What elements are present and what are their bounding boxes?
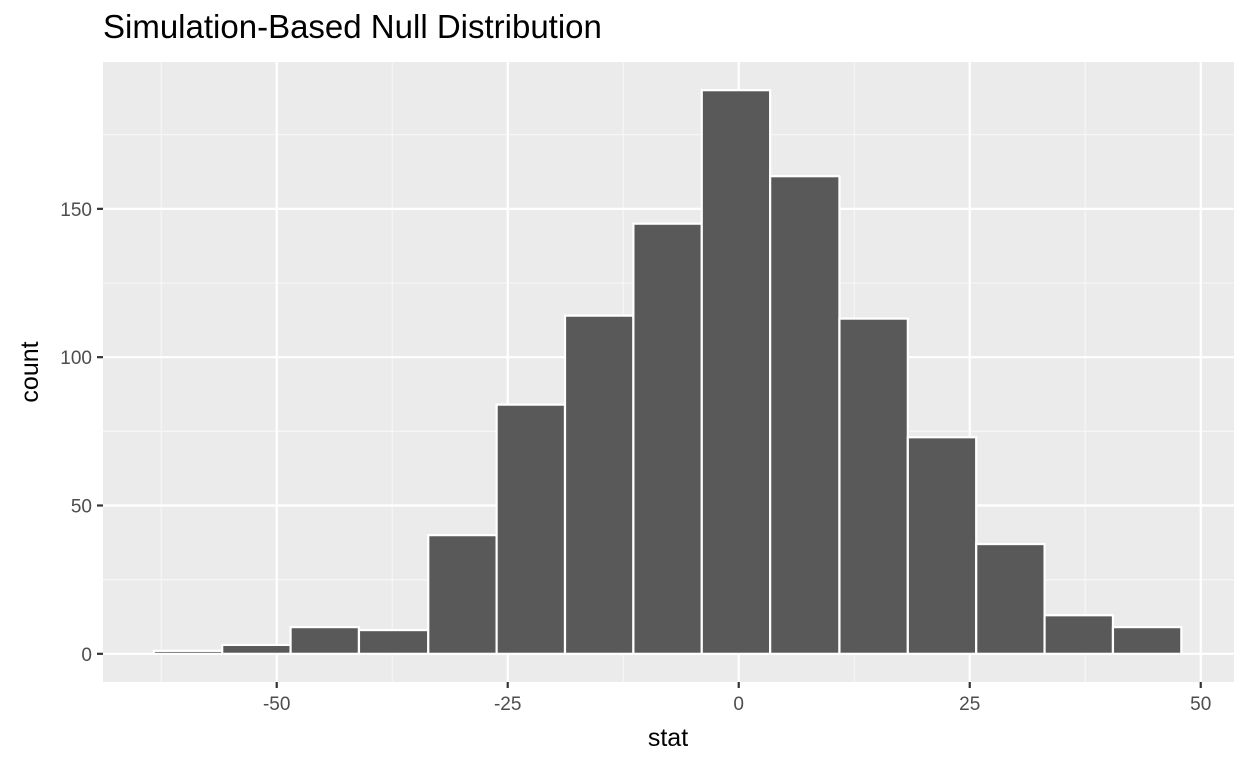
histogram-bar bbox=[495, 403, 567, 655]
y-tick-label: 100 bbox=[60, 348, 92, 369]
y-axis-title: count bbox=[16, 341, 44, 402]
y-tick-label: 150 bbox=[60, 200, 92, 221]
histogram-bar bbox=[427, 534, 498, 655]
histogram-bar bbox=[632, 222, 703, 655]
x-axis: -50 -25 0 25 50 bbox=[263, 682, 1211, 715]
histogram-bar bbox=[838, 317, 909, 655]
histogram-bar bbox=[357, 628, 430, 655]
histogram-bar bbox=[906, 436, 978, 655]
histogram-bar bbox=[1111, 626, 1183, 655]
histogram-bar bbox=[152, 649, 224, 655]
histogram-bar bbox=[289, 626, 361, 655]
x-tick-label: 50 bbox=[1190, 694, 1211, 715]
y-axis: 0 50 100 150 bbox=[60, 200, 103, 666]
x-axis-title: stat bbox=[648, 724, 688, 752]
histogram-bar bbox=[700, 89, 772, 655]
x-tick-label: -25 bbox=[494, 694, 521, 715]
x-tick-label: 0 bbox=[733, 694, 744, 715]
histogram-bar bbox=[1043, 614, 1115, 655]
histogram-bar bbox=[221, 643, 292, 655]
y-tick-label: 0 bbox=[81, 645, 92, 666]
x-tick-label: 25 bbox=[959, 694, 980, 715]
histogram-bar bbox=[563, 314, 635, 655]
y-tick-label: 50 bbox=[71, 496, 92, 517]
histogram-bars bbox=[152, 89, 1183, 655]
histogram-bar bbox=[769, 175, 841, 655]
chart-title: Simulation-Based Null Distribution bbox=[103, 8, 602, 45]
x-tick-label: -50 bbox=[263, 694, 290, 715]
histogram-bar bbox=[975, 542, 1046, 655]
